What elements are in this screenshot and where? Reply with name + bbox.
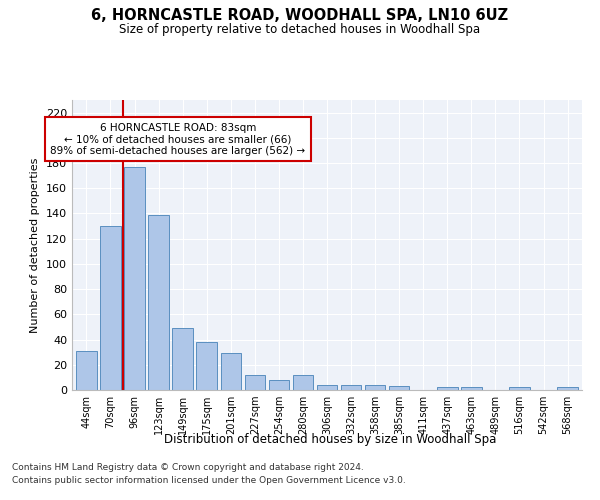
Text: Distribution of detached houses by size in Woodhall Spa: Distribution of detached houses by size … [164,432,496,446]
Bar [317,385,337,390]
Bar [557,388,578,390]
Bar [196,342,217,390]
Bar [245,375,265,390]
Bar [172,328,193,390]
Bar [221,354,241,390]
Bar [461,388,482,390]
Bar [509,388,530,390]
Bar [365,385,385,390]
Bar [148,214,169,390]
Bar [100,226,121,390]
Text: Size of property relative to detached houses in Woodhall Spa: Size of property relative to detached ho… [119,22,481,36]
Bar [76,351,97,390]
Bar [124,167,145,390]
Bar [389,386,409,390]
Y-axis label: Number of detached properties: Number of detached properties [31,158,40,332]
Bar [341,385,361,390]
Text: 6, HORNCASTLE ROAD, WOODHALL SPA, LN10 6UZ: 6, HORNCASTLE ROAD, WOODHALL SPA, LN10 6… [91,8,509,22]
Bar [437,388,458,390]
Text: Contains HM Land Registry data © Crown copyright and database right 2024.: Contains HM Land Registry data © Crown c… [12,464,364,472]
Bar [269,380,289,390]
Bar [293,375,313,390]
Text: Contains public sector information licensed under the Open Government Licence v3: Contains public sector information licen… [12,476,406,485]
Text: 6 HORNCASTLE ROAD: 83sqm
← 10% of detached houses are smaller (66)
89% of semi-d: 6 HORNCASTLE ROAD: 83sqm ← 10% of detach… [50,122,305,156]
